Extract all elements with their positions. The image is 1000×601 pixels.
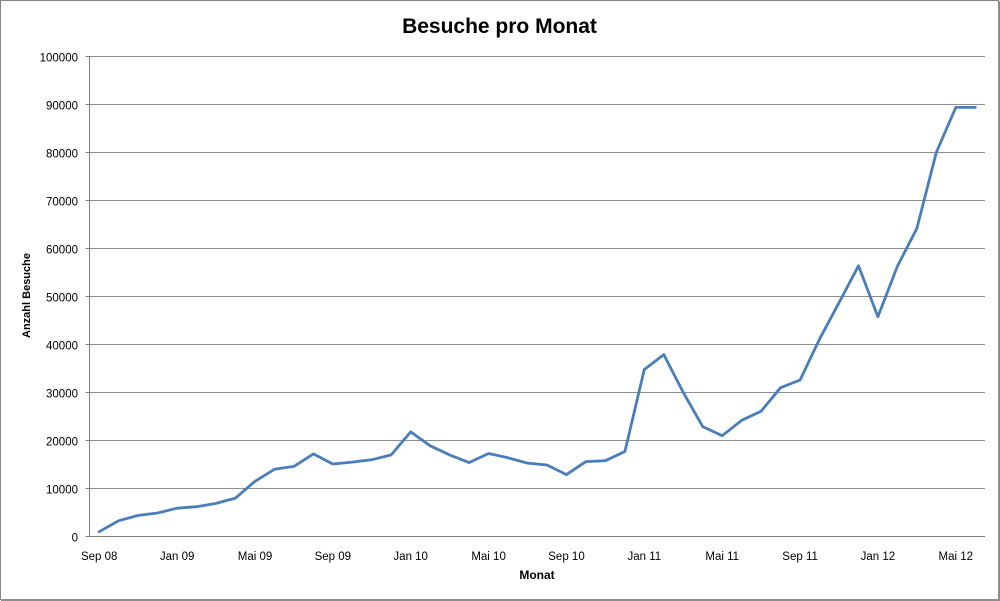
svg-text:Jan 09: Jan 09 [160,551,195,563]
svg-text:Mai 11: Mai 11 [705,551,739,563]
svg-text:0: 0 [72,532,78,544]
svg-text:Sep 09: Sep 09 [315,551,351,563]
svg-text:Besuche pro Monat: Besuche pro Monat [402,15,597,38]
svg-text:Sep 11: Sep 11 [782,551,818,563]
svg-text:100000: 100000 [40,52,78,64]
svg-text:60000: 60000 [46,244,78,256]
svg-text:Mai 10: Mai 10 [471,551,506,563]
svg-text:50000: 50000 [46,292,78,304]
svg-text:Anzahl Besuche: Anzahl Besuche [21,253,33,338]
svg-text:Mai 09: Mai 09 [238,551,273,563]
svg-text:Monat: Monat [519,568,554,582]
svg-text:Jan 10: Jan 10 [393,551,428,563]
svg-text:10000: 10000 [46,484,78,496]
svg-text:70000: 70000 [46,196,78,208]
svg-text:Jan 12: Jan 12 [861,551,896,563]
svg-text:Mai 12: Mai 12 [939,551,974,563]
svg-text:20000: 20000 [46,436,78,448]
svg-text:Jan 11: Jan 11 [627,551,661,563]
svg-text:30000: 30000 [46,388,78,400]
svg-text:Sep 08: Sep 08 [81,551,117,563]
svg-text:40000: 40000 [46,340,78,352]
svg-text:80000: 80000 [46,148,78,160]
svg-text:90000: 90000 [46,100,78,112]
svg-text:Sep 10: Sep 10 [548,551,584,563]
